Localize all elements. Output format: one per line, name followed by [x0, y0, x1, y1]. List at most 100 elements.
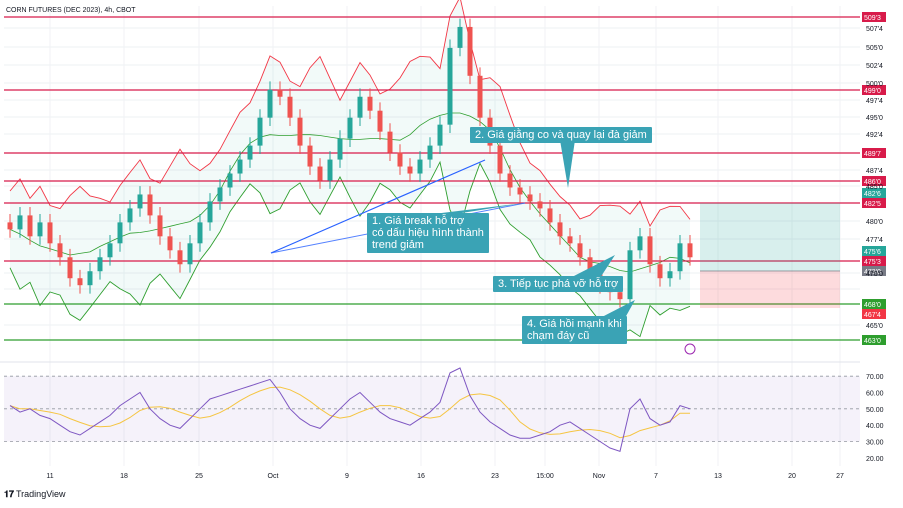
candle-body [87, 271, 93, 286]
candle-body [167, 236, 173, 251]
candle-body [637, 236, 643, 251]
candle-body [347, 117, 353, 139]
candle-body [467, 26, 473, 76]
annotation-1-line-3: trend giảm [372, 239, 424, 251]
time-tick-label: 20 [788, 473, 796, 480]
level-tag-label: 463'0 [864, 338, 881, 345]
candle-body [647, 236, 653, 265]
candle-body [267, 89, 273, 118]
price-tick-label: 497'4 [866, 98, 883, 105]
level-tag [862, 12, 886, 22]
candle-body [507, 173, 513, 188]
rsi-panel: 70.00 60.00 50.00 40.00 30.00 20.00 [0, 343, 884, 463]
level-tag [862, 309, 886, 319]
candle-body [177, 250, 183, 265]
annotation-callout-1[interactable]: 1. Giá break hỗ trợ có dấu hiệu hình thà… [367, 213, 489, 253]
candle-body [297, 117, 303, 146]
short-position-box[interactable] [700, 203, 840, 308]
candle-body [237, 159, 243, 174]
time-axis: 11 18 25 Oct 9 16 23 15:00 Nov 7 13 20 27 [46, 473, 844, 480]
time-tick-label: Nov [593, 473, 606, 480]
level-tag [862, 148, 886, 158]
price-tick-label: 500'0 [866, 81, 883, 88]
level-tag [862, 299, 886, 309]
candle-body [617, 292, 623, 300]
candle-body [557, 222, 563, 237]
level-tag-label: 482'5 [864, 201, 881, 208]
tradingview-logo-icon: 𝟏𝟕 [4, 489, 15, 499]
rsi-tick-label: 30.00 [866, 440, 884, 447]
annotation-3-line-1: 3. Tiếp tục phá vỡ hỗ trợ [498, 278, 619, 290]
candle-body [27, 215, 33, 237]
time-tick-label: 23 [491, 473, 499, 480]
candle-body [567, 236, 573, 244]
candle-body [667, 271, 673, 279]
candle-body [97, 257, 103, 272]
alert-clock-icon [684, 343, 696, 355]
time-tick-label: 7 [654, 473, 658, 480]
annotation-callout-3[interactable]: 3. Tiếp tục phá vỡ hỗ trợ [493, 276, 624, 292]
candle-body [257, 117, 263, 146]
price-tick-label: 502'4 [866, 63, 883, 70]
candle-body [7, 222, 13, 230]
candle-body [157, 215, 163, 237]
level-tag [862, 198, 886, 208]
price-tick-label: 477'4 [866, 237, 883, 244]
candle-body [187, 243, 193, 265]
horizontal-levels [4, 16, 860, 341]
candle-body [317, 166, 323, 181]
level-tag [862, 266, 886, 276]
tradingview-brand: TradingView [16, 489, 66, 499]
level-tag-label: 475'6 [864, 249, 881, 256]
candle-body [207, 201, 213, 223]
price-tick-label: 487'4 [866, 168, 883, 175]
price-axis: 509'3 499'0 489'7 486'0 482'6 482'5 475'6 475'3… [862, 12, 886, 345]
price-tick-label: 492'4 [866, 132, 883, 139]
candle-body [677, 243, 683, 272]
annotation-1-line-2: có dấu hiệu hình thành [372, 227, 484, 239]
price-tick-label: 495'0 [866, 115, 883, 122]
candle-body [387, 131, 393, 153]
candle-body [17, 215, 23, 230]
time-tick-label: 18 [120, 473, 128, 480]
annotation-callout-4[interactable]: 4. Giá hồi mạnh khi chạm đáy cũ [522, 316, 627, 344]
level-tag-label: 499'0 [864, 88, 881, 95]
price-tick-label: 485'0 [866, 184, 883, 191]
level-tag [862, 246, 886, 256]
level-tag-label: 468'0 [864, 302, 881, 309]
chart-title-group: CORN FUTURES (DEC 2023), 4h, CBOT [6, 7, 136, 14]
candle-body [307, 145, 313, 167]
level-tag [862, 176, 886, 186]
candle-body [277, 89, 283, 97]
time-tick-label: 16 [417, 473, 425, 480]
level-tag-label: 486'0 [864, 179, 881, 186]
annotation-4-line-2: chạm đáy cũ [527, 330, 590, 342]
time-tick-label: Oct [268, 473, 279, 480]
candle-body [437, 124, 443, 146]
candle-body [377, 110, 383, 132]
candle-body [337, 138, 343, 160]
candle-body [327, 159, 333, 181]
time-tick-label: 9 [345, 473, 349, 480]
candle-body [477, 75, 483, 118]
candle-body [287, 96, 293, 118]
callout-pointer [600, 300, 635, 318]
candle-body [127, 208, 133, 223]
trendline [270, 159, 486, 254]
candle-body [397, 152, 403, 167]
tradingview-footer[interactable]: 𝟏𝟕 TradingView [4, 489, 66, 500]
level-tag-label: 482'6 [864, 191, 881, 198]
annotation-1-line-1: 1. Giá break hỗ trợ [372, 215, 465, 227]
callout-pointer [560, 140, 575, 188]
price-tick-label: 480'0 [866, 219, 883, 226]
candle-body [497, 145, 503, 174]
candle-body [657, 264, 663, 279]
level-tag [862, 188, 886, 198]
candle-body [577, 243, 583, 258]
annotation-callout-2[interactable]: 2. Giá giằng co và quay lại đà giảm [470, 127, 652, 143]
price-tick-label: 507'4 [866, 26, 883, 33]
candle-body [47, 222, 53, 244]
rsi-moving-average [9, 386, 690, 439]
level-tag-label: 475'3 [864, 259, 881, 266]
